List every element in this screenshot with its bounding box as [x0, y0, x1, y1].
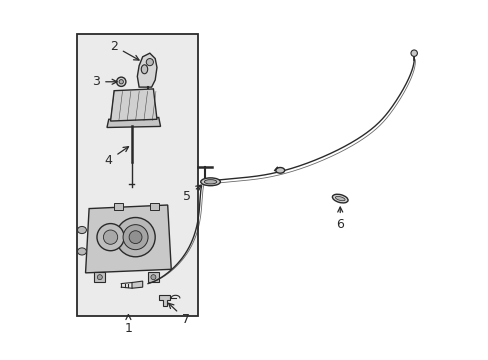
Ellipse shape: [77, 226, 86, 234]
Bar: [94, 272, 105, 282]
Circle shape: [116, 77, 125, 86]
Text: 1: 1: [124, 315, 132, 335]
Bar: [77, 33, 198, 316]
Polygon shape: [132, 281, 142, 288]
Polygon shape: [110, 89, 157, 121]
Bar: [114, 203, 123, 210]
Ellipse shape: [204, 180, 216, 184]
Polygon shape: [85, 205, 171, 273]
Text: 5: 5: [183, 185, 201, 203]
Ellipse shape: [141, 65, 147, 74]
Circle shape: [103, 230, 118, 244]
Circle shape: [129, 231, 142, 244]
Text: 7: 7: [168, 303, 189, 326]
Ellipse shape: [77, 248, 86, 255]
Circle shape: [97, 275, 102, 280]
Circle shape: [151, 275, 156, 280]
Text: 2: 2: [110, 40, 139, 60]
Circle shape: [97, 224, 124, 251]
Text: 3: 3: [92, 75, 117, 88]
Polygon shape: [137, 53, 157, 87]
Circle shape: [119, 80, 123, 84]
Ellipse shape: [275, 167, 284, 173]
Circle shape: [146, 59, 153, 66]
Bar: [148, 272, 159, 282]
Circle shape: [123, 225, 148, 249]
Polygon shape: [159, 295, 170, 306]
Bar: [149, 203, 159, 210]
Ellipse shape: [201, 178, 220, 186]
Ellipse shape: [335, 197, 345, 201]
Text: 4: 4: [104, 147, 128, 167]
Circle shape: [116, 217, 155, 257]
Circle shape: [410, 50, 417, 57]
Text: 6: 6: [336, 207, 344, 231]
Polygon shape: [107, 117, 160, 127]
Ellipse shape: [332, 194, 347, 203]
